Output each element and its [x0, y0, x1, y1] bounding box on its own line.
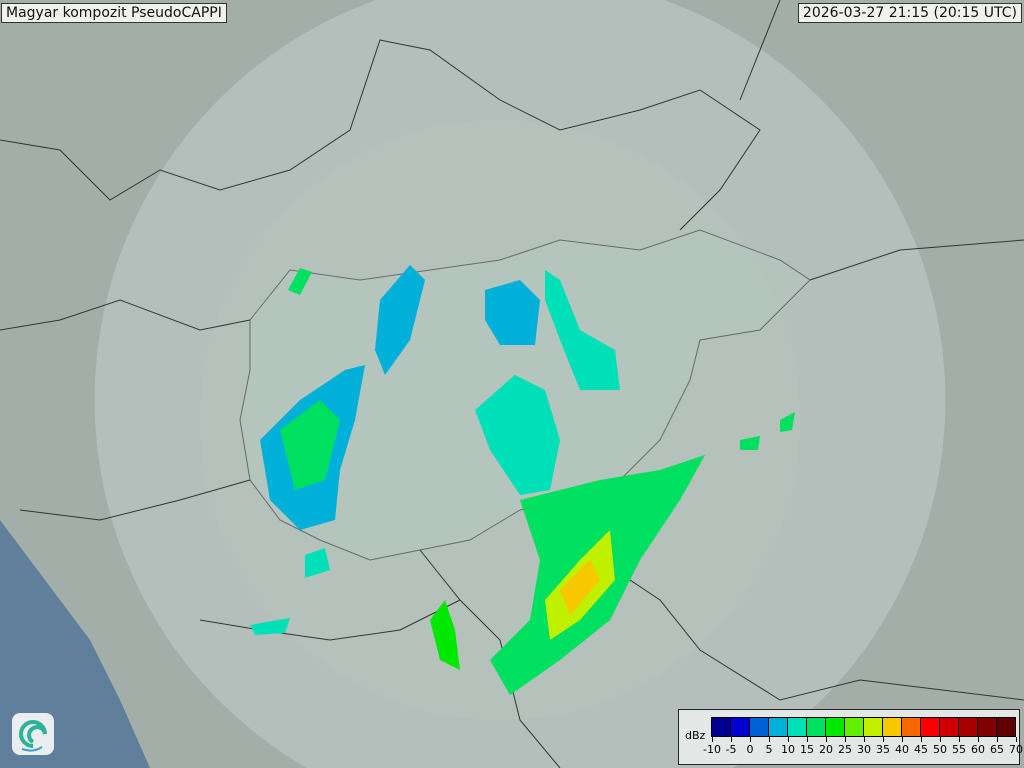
- echo-southwest: [250, 618, 290, 635]
- legend-tick-label: 20: [819, 743, 833, 756]
- swirl-logo-icon: [12, 713, 54, 755]
- legend-swatch: [712, 718, 731, 736]
- echo-northeast: [545, 270, 620, 390]
- legend-tick: [883, 737, 884, 742]
- legend-tick-label: 60: [971, 743, 985, 756]
- legend-tick-label: 65: [990, 743, 1004, 756]
- legend-swatch: [807, 718, 826, 736]
- legend-tick: [712, 737, 713, 742]
- legend-tick: [864, 737, 865, 742]
- legend-tick: [959, 737, 960, 742]
- legend-tick: [731, 737, 732, 742]
- legend-tick-label: 45: [914, 743, 928, 756]
- legend-tick-label: 40: [895, 743, 909, 756]
- legend-tick-label: 25: [838, 743, 852, 756]
- legend-tick: [788, 737, 789, 742]
- legend-swatch: [750, 718, 769, 736]
- dbz-legend: dBz -10 -5 0 5 10 15 20 25 30 35 40 45 50 55 60 65 70: [678, 709, 1023, 765]
- legend-swatch: [997, 718, 1015, 736]
- adriatic-sea: [0, 520, 150, 768]
- legend-swatch: [826, 718, 845, 736]
- legend-swatch: [902, 718, 921, 736]
- legend-tick: [978, 737, 979, 742]
- legend-tick: [902, 737, 903, 742]
- legend-tick: [769, 737, 770, 742]
- legend-tick: [921, 737, 922, 742]
- echo-south: [430, 600, 460, 670]
- precipitation-echoes: [250, 265, 795, 695]
- legend-swatch: [864, 718, 883, 736]
- echo-south-west-small: [305, 548, 330, 578]
- legend-tick-label: 0: [746, 743, 754, 756]
- legend-swatch: [845, 718, 864, 736]
- legend-swatch: [978, 718, 997, 736]
- legend-tick: [807, 737, 808, 742]
- legend-swatch: [940, 718, 959, 736]
- echo-central: [475, 375, 560, 495]
- legend-tick: [940, 737, 941, 742]
- legend-swatch: [788, 718, 807, 736]
- echo-southeast-peak: [560, 560, 600, 615]
- legend-swatch: [731, 718, 750, 736]
- legend-swatch: [883, 718, 902, 736]
- legend-swatch: [769, 718, 788, 736]
- legend-tick: [845, 737, 846, 742]
- echo-north: [375, 265, 425, 375]
- echo-north-central: [485, 280, 540, 345]
- legend-tick: [997, 737, 998, 742]
- legend-color-bar: [711, 717, 1016, 737]
- legend-tick-label: 50: [933, 743, 947, 756]
- legend-tick: [1016, 737, 1017, 742]
- legend-swatch: [959, 718, 978, 736]
- legend-tick-label: 15: [800, 743, 814, 756]
- legend-tick-label: 30: [857, 743, 871, 756]
- legend-tick-label: -5: [725, 743, 737, 756]
- legend-tick: [826, 737, 827, 742]
- timestamp-label: 2026-03-27 21:15 (20:15 UTC): [797, 3, 1022, 23]
- legend-unit: dBz: [685, 729, 706, 742]
- echo-east: [740, 412, 795, 450]
- map-title: Magyar kompozit PseudoCAPPI: [1, 3, 227, 23]
- legend-tick: [750, 737, 751, 742]
- legend-tick-label: -10: [703, 743, 721, 756]
- legend-tick-label: 5: [765, 743, 773, 756]
- legend-swatch: [921, 718, 940, 736]
- legend-tick-label: 70: [1009, 743, 1023, 756]
- legend-tick-label: 10: [781, 743, 795, 756]
- echo-northwest: [288, 268, 312, 295]
- echo-west-core: [280, 400, 340, 490]
- legend-tick-label: 35: [876, 743, 890, 756]
- legend-tick-label: 55: [952, 743, 966, 756]
